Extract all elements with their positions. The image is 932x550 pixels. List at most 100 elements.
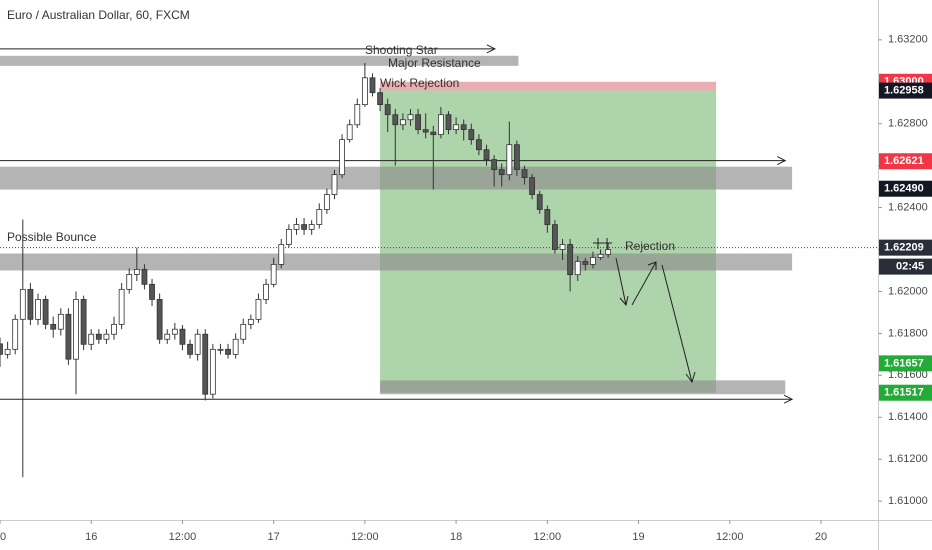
candle-body [597,253,604,258]
candle-body [369,77,376,94]
candle-body [422,129,429,133]
candle-body [141,269,148,285]
candle-body [468,129,475,141]
candle-body [559,244,566,250]
candle-body [491,159,498,171]
arrow-head [647,261,657,270]
x-tick-label: 12:00 [351,531,379,543]
x-tick-label: 12:00 [716,531,744,543]
candle-body [415,114,421,130]
candle-body [103,333,110,340]
x-tick-label: 12:00 [169,531,197,543]
candle-body [521,169,528,178]
y-tick-label: 1.61200 [888,453,928,465]
annotation: Shooting Star [365,43,438,57]
y-tick-label: 1.61000 [888,495,928,507]
candle-body [483,149,490,160]
y-tick-label: 1.62800 [888,118,928,130]
y-tick-label: 1.63200 [888,34,928,46]
candle-body [42,299,49,325]
countdown-box [879,258,932,275]
price-label: 1.62621 [884,155,924,167]
candle-body [285,228,292,245]
candle-body [536,194,543,210]
candle-body [567,244,574,276]
candle-body [438,114,444,136]
candle-body [95,333,102,340]
target-zone [380,90,717,393]
candle-body [35,299,41,320]
candle-body [57,313,64,330]
candle-body [27,288,34,320]
arrow-head [486,44,496,54]
candle-body [498,169,505,176]
arrow-head [619,295,629,307]
candle-body [240,323,247,340]
candle-body [346,124,353,141]
y-tick-label: 1.61800 [888,327,928,339]
zone [0,253,793,271]
candle-body [255,299,262,320]
candle-body [293,224,300,230]
candle-body [339,139,345,176]
zone [380,380,786,395]
candle-body [187,343,193,355]
annotation: Rejection [625,239,675,253]
candle-body [156,299,163,340]
candle-body [460,124,467,130]
candle-body [247,318,254,325]
candle-body [384,104,391,116]
candle-body [12,318,19,350]
candle-body [574,261,581,276]
candle-body [149,283,155,300]
candle-body [4,348,11,355]
candle-body [377,92,383,106]
candle-body [323,194,330,210]
price-label: 1.62490 [884,183,924,195]
projection-arrow [615,257,627,306]
candle-body [544,209,551,225]
candle-body [270,264,277,285]
zone [0,166,793,190]
candle-body [126,274,133,290]
candle-body [209,348,216,395]
candle-body [19,288,26,320]
x-tick-label: 12:00 [534,531,562,543]
candle-body [73,299,79,360]
candle-body [0,343,3,355]
candle-body [453,124,460,130]
candle-body [399,119,406,126]
candle-body [179,328,186,345]
annotation: Major Resistance [388,56,481,70]
price-label: 1.61517 [884,387,924,399]
candle-body [331,174,338,195]
price-label-box [879,153,932,170]
candle-body [529,177,536,195]
candle-body [590,257,596,265]
price-label-box [879,82,932,99]
candle-body [202,333,209,395]
candle-body [225,348,231,355]
x-tick-label: 00 [0,531,6,543]
candle-body [65,313,72,360]
annotation: Possible Bounce [7,230,97,244]
candle-body [308,224,315,230]
price-label: 1.62958 [884,84,924,96]
price-label: 1.62209 [884,242,924,254]
chart-title: Euro / Australian Dollar, 60, FXCM [7,8,190,22]
candle-body [430,131,437,136]
y-tick-label: 1.62400 [888,201,928,213]
x-tick-label: 19 [632,531,644,543]
candle-body [80,299,87,345]
annotation: Wick Rejection [380,76,459,90]
candle-body [316,209,323,225]
x-tick-label: 17 [268,531,280,543]
candle-body [301,224,307,230]
candle-body [582,261,589,265]
y-tick-label: 1.61400 [888,411,928,423]
candle-body [194,333,201,355]
stop-zone [380,81,717,91]
candle-body [118,288,125,325]
countdown: 02:45 [896,261,924,273]
